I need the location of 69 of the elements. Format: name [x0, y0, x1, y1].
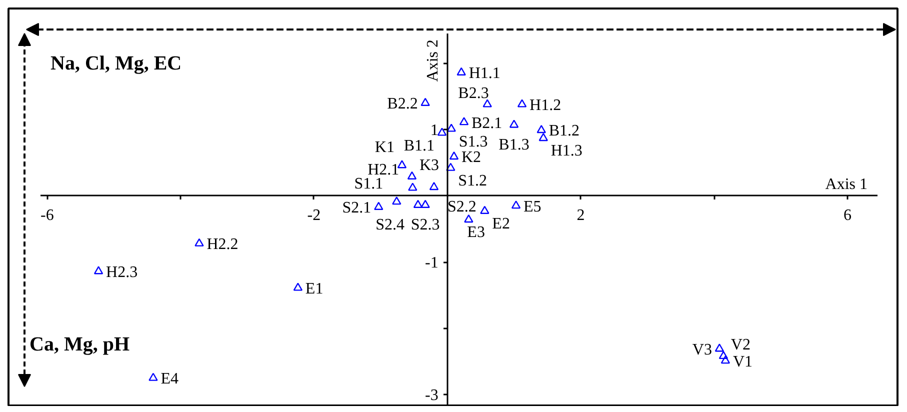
- data-label: H1.3: [550, 142, 582, 160]
- data-label: S1.2: [458, 172, 488, 190]
- data-label: V3: [692, 341, 712, 358]
- annotation: Ca, Mg, pH: [30, 334, 130, 356]
- data-label: B1.2: [548, 122, 580, 140]
- y-tick-label: -3: [425, 387, 438, 404]
- point: [429, 182, 439, 190]
- data-label: S2.3: [410, 216, 440, 234]
- data-label: S2.2: [447, 198, 476, 216]
- point: [397, 160, 407, 168]
- data-label: E2: [492, 216, 510, 233]
- point: [718, 350, 728, 360]
- point: [420, 200, 430, 208]
- data-label: E3: [467, 224, 485, 242]
- data-label: S2.4: [376, 216, 404, 234]
- data-label: H1.1: [468, 65, 500, 82]
- data-label: H2.3: [106, 264, 138, 281]
- point: [449, 152, 459, 160]
- point: [94, 266, 104, 274]
- point: [459, 117, 469, 126]
- point: [392, 196, 402, 205]
- data-label: S1.3: [458, 133, 488, 150]
- point: [511, 200, 521, 209]
- data-label: E4: [160, 370, 178, 388]
- point: [446, 162, 456, 171]
- data-label: S2.1: [342, 200, 372, 217]
- point: [464, 214, 474, 223]
- data-label: K2: [461, 149, 482, 166]
- y-tick-label: 1: [430, 122, 438, 140]
- point: [374, 202, 384, 210]
- point: [720, 356, 730, 364]
- data-label: H1.2: [530, 96, 562, 114]
- point: [407, 171, 417, 180]
- point: [293, 282, 303, 291]
- point: [714, 344, 724, 352]
- point: [456, 67, 466, 76]
- point: [480, 206, 490, 214]
- data-label: K1: [374, 138, 394, 156]
- data-label: E5: [524, 198, 542, 216]
- point: [482, 99, 492, 108]
- data-label: V1: [732, 353, 752, 370]
- data-label: B2.1: [472, 114, 502, 132]
- point: [194, 238, 204, 246]
- data-label: B1.3: [498, 136, 530, 154]
- point: [446, 124, 456, 132]
- data-label: V2: [730, 336, 750, 354]
- x-axis-title: Axis 1: [825, 176, 868, 193]
- point: [536, 125, 546, 134]
- data-label: H2.2: [206, 236, 238, 254]
- x-tick-label: -2: [307, 206, 321, 224]
- data-label: B2.3: [458, 84, 489, 102]
- point: [413, 200, 423, 208]
- annotation: Na, Cl, Mg, EC: [50, 52, 182, 74]
- data-label: B1.1: [404, 137, 434, 154]
- point: [437, 128, 447, 136]
- x-tick-label: 2: [576, 206, 585, 224]
- y-axis-title: Axis 2: [424, 39, 442, 82]
- x-tick-label: -6: [40, 206, 54, 224]
- point: [517, 99, 527, 108]
- x-tick-label: 6: [843, 206, 852, 224]
- data-label: E1: [305, 280, 324, 298]
- point: [408, 182, 418, 191]
- data-label: K3: [419, 157, 440, 174]
- data-label: B2.2: [387, 96, 418, 113]
- point: [148, 372, 158, 381]
- point: [509, 120, 519, 128]
- point: [420, 98, 430, 106]
- y-tick-label: -1: [425, 254, 438, 272]
- point: [538, 132, 548, 142]
